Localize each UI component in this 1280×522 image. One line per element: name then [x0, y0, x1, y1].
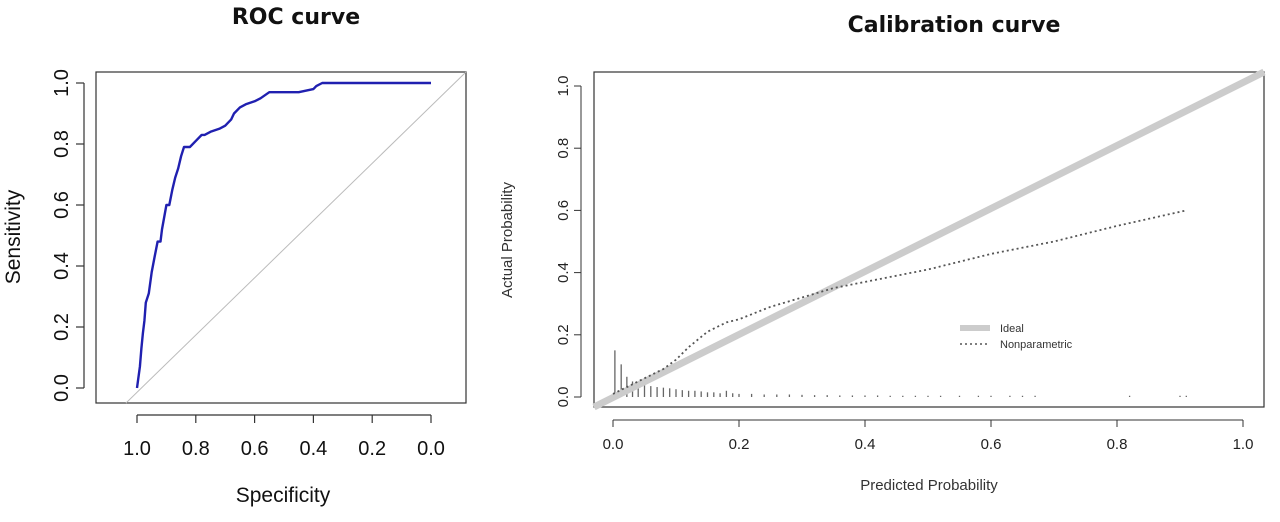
roc-reference-line — [125, 71, 467, 404]
roc-x-axis: 1.0 0.8 0.6 0.4 0.2 0.0 — [123, 414, 445, 460]
legend-nonparametric-label: Nonparametric — [1000, 339, 1073, 351]
roc-y-tick-label: 0.4 — [51, 252, 73, 280]
roc-x-tick-label: 0.4 — [299, 438, 327, 460]
roc-y-tick-label: 0.6 — [51, 191, 73, 219]
calibration-legend: Ideal Nonparametric — [960, 323, 1073, 351]
calibration-y-tick-label: 0.0 — [555, 387, 572, 408]
calibration-y-label: Actual Probability — [499, 182, 516, 298]
calibration-x-tick-label: 0.6 — [981, 436, 1002, 453]
roc-y-label: Sensitivity — [2, 189, 25, 284]
calibration-x-tick-label: 0.0 — [603, 436, 624, 453]
calibration-nonparametric-line — [612, 209, 1187, 395]
legend-ideal-label: Ideal — [1000, 323, 1024, 335]
calibration-x-tick-label: 0.2 — [729, 436, 750, 453]
roc-x-tick-label: 0.8 — [182, 438, 210, 460]
calibration-x-tick-label: 1.0 — [1233, 436, 1254, 453]
calibration-x-label: Predicted Probability — [860, 477, 998, 494]
roc-lines — [125, 71, 467, 404]
roc-y-tick-label: 1.0 — [51, 69, 73, 97]
calibration-lines — [592, 68, 1266, 411]
roc-y-axis: 0.0 0.2 0.4 0.6 0.8 1.0 — [51, 69, 85, 402]
calibration-ideal-line — [592, 68, 1266, 411]
calibration-x-tick-label: 0.4 — [855, 436, 876, 453]
calibration-y-tick-label: 0.2 — [555, 324, 572, 345]
calibration-y-axis: 0.0 0.2 0.4 0.6 0.8 1.0 — [555, 76, 582, 408]
roc-y-tick-label: 0.2 — [51, 313, 73, 341]
calibration-y-tick-label: 0.8 — [555, 138, 572, 159]
roc-x-tick-label: 1.0 — [123, 438, 151, 460]
roc-x-label: Specificity — [236, 484, 331, 507]
roc-y-tick-label: 0.0 — [51, 374, 73, 402]
calibration-y-tick-label: 0.6 — [555, 200, 572, 221]
calibration-x-tick-label: 0.8 — [1107, 436, 1128, 453]
roc-chart: ROC curve 1.0 0.8 0.6 0.4 0.2 0.0 0.00.20.40.… — [2, 5, 467, 507]
roc-curve — [135, 81, 431, 389]
calibration-chart: Calibration curve 0.0 0.2 0.4 0.6 0.8 1.0 0.0… — [499, 13, 1266, 494]
calibration-x-axis: 0.0 0.2 0.4 0.6 0.8 1.0 — [603, 419, 1254, 453]
roc-x-tick-label: 0.0 — [417, 438, 445, 460]
roc-plot-frame — [95, 71, 467, 404]
calibration-y-tick-label: 1.0 — [555, 76, 572, 97]
roc-x-tick-label: 0.2 — [358, 438, 386, 460]
roc-y-tick-label: 0.8 — [51, 130, 73, 158]
roc-title: ROC curve — [232, 5, 360, 30]
calibration-y-tick-label: 0.4 — [555, 262, 572, 283]
calibration-title: Calibration curve — [848, 13, 1061, 38]
roc-x-tick-label: 0.6 — [241, 438, 269, 460]
calibration-plot-frame — [593, 71, 1265, 408]
